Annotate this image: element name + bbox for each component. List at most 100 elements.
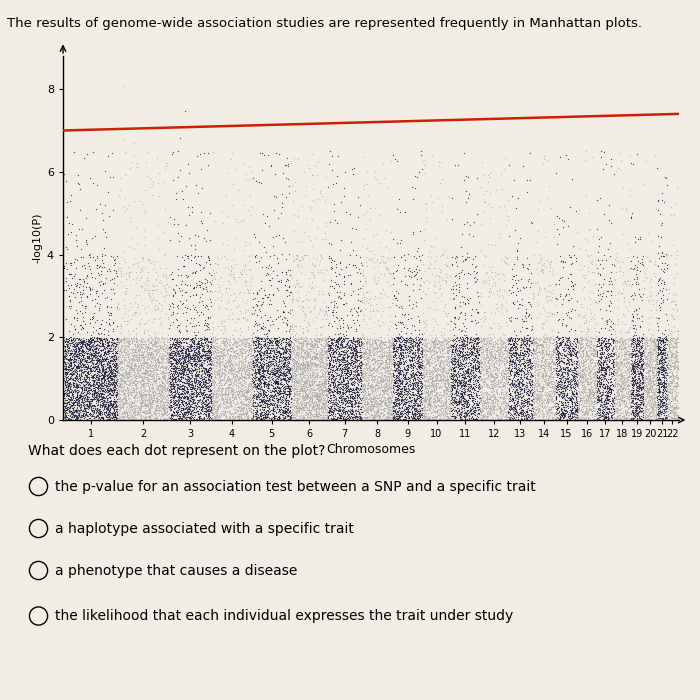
Point (626, 279, 638, 290)
Point (301, 393, 312, 404)
Point (312, 393, 323, 404)
Point (570, 333, 581, 344)
Point (150, 367, 161, 378)
Point (230, 341, 241, 352)
Point (196, 277, 207, 288)
Point (377, 337, 388, 349)
Point (568, 388, 579, 399)
Point (638, 392, 649, 403)
Point (360, 257, 372, 268)
Point (442, 384, 454, 395)
Point (578, 354, 589, 365)
Point (358, 309, 370, 321)
Point (500, 370, 512, 382)
Point (481, 402, 492, 413)
Point (262, 410, 273, 421)
Point (361, 383, 372, 394)
Point (654, 374, 665, 386)
Point (300, 346, 311, 358)
Point (567, 386, 578, 398)
Point (252, 405, 263, 416)
Point (181, 219, 192, 230)
Point (138, 253, 149, 264)
Point (194, 282, 205, 293)
Point (260, 337, 271, 349)
Point (281, 409, 292, 420)
Point (131, 388, 142, 399)
Point (214, 332, 225, 343)
Point (211, 338, 222, 349)
Point (176, 386, 188, 397)
Point (670, 379, 681, 391)
Point (154, 243, 165, 254)
Point (393, 393, 405, 404)
Point (182, 340, 193, 351)
Point (630, 349, 641, 360)
Point (453, 348, 464, 359)
Point (471, 328, 482, 339)
Point (372, 357, 384, 368)
Point (68, 338, 79, 349)
Point (459, 413, 470, 424)
Point (537, 368, 548, 379)
Point (578, 357, 589, 368)
Point (480, 333, 491, 344)
Point (417, 360, 428, 371)
Point (476, 373, 487, 384)
Point (512, 381, 523, 392)
Point (508, 341, 519, 352)
Point (104, 344, 115, 356)
Point (626, 359, 638, 370)
Point (112, 344, 123, 355)
Point (471, 399, 482, 410)
Point (92, 387, 104, 398)
Point (650, 339, 662, 350)
Point (508, 337, 519, 349)
Point (349, 391, 360, 402)
Point (150, 336, 162, 347)
Point (193, 381, 204, 392)
Point (533, 393, 545, 404)
Point (386, 341, 397, 352)
Point (281, 411, 293, 422)
Point (349, 386, 360, 398)
Point (499, 257, 510, 268)
Point (475, 333, 486, 344)
Point (469, 362, 480, 373)
Point (321, 358, 332, 370)
Point (258, 395, 269, 406)
Point (94, 378, 105, 389)
Point (220, 387, 232, 398)
Point (192, 339, 203, 350)
Point (136, 378, 147, 389)
Point (174, 391, 185, 402)
Point (85, 379, 96, 391)
Point (168, 381, 179, 392)
Point (116, 402, 127, 414)
Point (168, 407, 179, 419)
Point (203, 364, 214, 375)
Point (442, 412, 454, 423)
Point (286, 388, 297, 399)
Point (346, 405, 358, 416)
Point (453, 370, 464, 381)
Point (309, 405, 320, 416)
Point (167, 373, 178, 384)
Point (631, 332, 643, 343)
Point (307, 409, 318, 420)
Point (600, 316, 611, 327)
Point (294, 369, 305, 380)
Point (615, 374, 626, 385)
Point (622, 346, 633, 357)
Point (300, 339, 312, 350)
Point (318, 335, 330, 346)
Point (137, 357, 148, 368)
Point (492, 345, 503, 356)
Point (468, 372, 480, 383)
Point (655, 395, 666, 407)
Point (119, 363, 130, 374)
Point (326, 296, 337, 307)
Point (621, 202, 632, 214)
Point (309, 332, 320, 344)
Point (660, 389, 671, 400)
